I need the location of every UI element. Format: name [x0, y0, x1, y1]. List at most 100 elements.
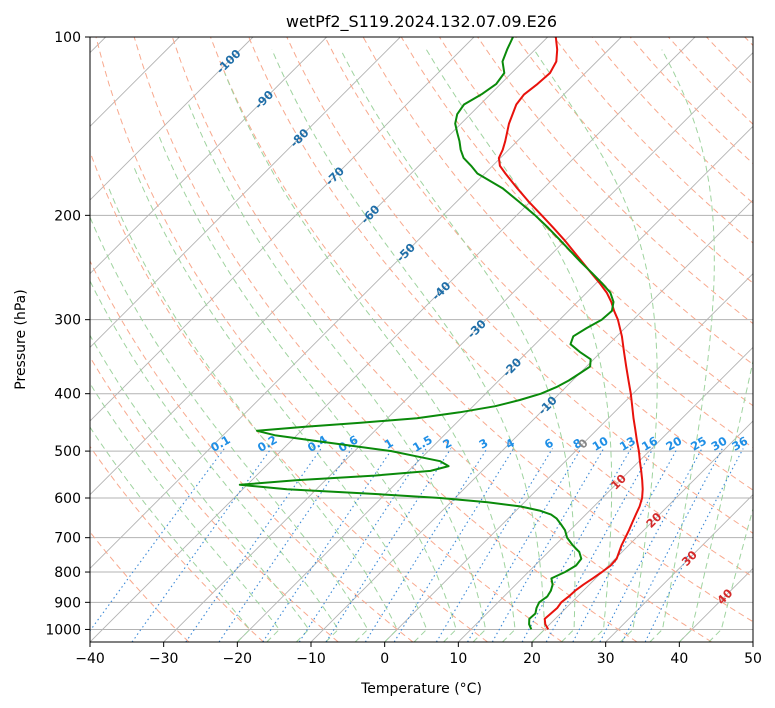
- isotherm-line: [90, 37, 548, 496]
- moist-adiabat-line: [90, 334, 310, 642]
- y-tick-label: 600: [54, 491, 81, 507]
- moist-adiabat-line: [90, 426, 251, 642]
- moist-adiabat-line: [271, 49, 546, 642]
- dry-adiabat-line: [133, 37, 638, 642]
- x-tick-label: 50: [744, 651, 762, 667]
- isotherm-line: [384, 273, 753, 642]
- x-tick-label: −30: [149, 651, 179, 667]
- mixing-ratio-line: [218, 448, 353, 642]
- sounding-series: [238, 37, 644, 630]
- mixing-ratio-label: 3: [476, 436, 490, 452]
- dry-adiabat-line: [286, 37, 753, 534]
- y-tick-label: 400: [54, 387, 81, 403]
- x-axis-ticks: −40 −30 −20 −10 0 10 20 30 40 50: [75, 642, 762, 667]
- y-tick-label: 700: [54, 531, 81, 547]
- x-tick-label: 0: [380, 651, 389, 667]
- dry-adiabat-line: [95, 37, 563, 642]
- mixing-ratio-line: [644, 448, 744, 642]
- x-tick-label: −20: [223, 651, 253, 667]
- isotherm-gridlines: [90, 37, 753, 642]
- x-tick-label: −40: [75, 651, 105, 667]
- mixing-ratio-label: 6: [542, 436, 556, 452]
- mixing-ratio-line: [521, 448, 632, 642]
- y-tick-label: 100: [54, 30, 81, 46]
- dry-adiabat-line: [90, 356, 339, 642]
- dry-adiabat-line: [90, 259, 414, 642]
- dry-adiabat-line: [90, 445, 264, 642]
- dry-adiabat-line: [248, 37, 753, 578]
- mixing-ratio-label: 16: [639, 434, 660, 454]
- isotherm-line: [458, 346, 753, 642]
- y-axis-ticks: 1000 900 800 700 600 500 400 300 200 100: [45, 30, 90, 638]
- isotherm-line: [90, 37, 254, 201]
- isotherm-line: [90, 37, 327, 275]
- x-tick-label: 40: [670, 651, 688, 667]
- isotherm-line: [605, 494, 753, 642]
- dry-adiabat-line: [744, 37, 753, 47]
- moist-adiabat-line: [708, 506, 753, 642]
- moist-adiabat-line: [90, 382, 281, 642]
- y-tick-label: 200: [54, 208, 81, 224]
- mixing-ratio-label: 20: [663, 434, 684, 454]
- dry-adiabats: [90, 37, 753, 642]
- isotherm-line: [90, 37, 696, 642]
- y-tick-label: 800: [54, 565, 81, 581]
- moist-adiabat-line: [90, 215, 369, 642]
- dry-adiabat-line: [668, 37, 753, 125]
- isotherm-line: [90, 37, 401, 348]
- mixing-ratio-line: [185, 448, 322, 642]
- mixing-ratio-label: 2: [440, 436, 454, 452]
- mixing-ratio-label: 30: [709, 434, 730, 454]
- mixing-ratio-line: [491, 448, 605, 642]
- plot-frame: [89, 36, 754, 643]
- moist-adiabat-line: [90, 279, 339, 642]
- isotherm-line: [237, 125, 753, 642]
- isotherm-line: [679, 567, 753, 642]
- dry-adiabat-line: [438, 37, 753, 366]
- mixing-ratio-line: [131, 448, 272, 642]
- dry-adiabat-line: [515, 37, 753, 284]
- moist-adiabats: [90, 49, 753, 642]
- x-tick-label: 20: [523, 651, 541, 667]
- mixing-ratio-line: [435, 448, 553, 642]
- moist-adiabat-line: [425, 49, 613, 642]
- dry-adiabat-line: [706, 37, 753, 86]
- dry-adiabat-line: [477, 37, 753, 325]
- dry-adiabat-line: [210, 37, 753, 623]
- moist-adiabat-line: [649, 49, 715, 642]
- mixing-ratio-label: 25: [688, 434, 709, 454]
- x-tick-label: 30: [597, 651, 615, 667]
- mixing-ratio-line: [621, 448, 723, 642]
- dewpoint-series-line: [238, 37, 615, 630]
- moist-adiabat-line: [533, 49, 658, 642]
- y-tick-label: 1000: [45, 622, 81, 638]
- x-tick-label: −10: [296, 651, 326, 667]
- mixing-ratio-line: [262, 448, 393, 642]
- temperature-series-line: [497, 37, 644, 630]
- y-tick-label: 900: [54, 595, 81, 611]
- isotherm-line: [90, 37, 475, 422]
- mixing-ratio-line: [364, 448, 488, 642]
- moist-adiabat-line: [678, 358, 753, 642]
- moist-adiabat-line: [108, 188, 398, 642]
- moist-adiabat-line: [188, 104, 487, 642]
- mixing-ratio-line: [393, 448, 515, 642]
- isotherm-line: [752, 641, 753, 642]
- mixing-ratio-label: 10: [590, 434, 611, 454]
- mixing-ratio-line: [325, 448, 452, 642]
- isotherm-line: [163, 52, 753, 642]
- moist-adiabat-line: [157, 132, 457, 642]
- y-tick-label: 500: [54, 444, 81, 460]
- mixing-ratio-line: [467, 448, 582, 642]
- dry-adiabat-line: [171, 37, 712, 642]
- isobar-gridlines: [90, 37, 753, 630]
- chart-title: wetPf2_S119.2024.132.07.09.E26: [286, 12, 557, 32]
- mixing-ratio-lines: [90, 448, 744, 642]
- mixing-ratio-label: 36: [729, 434, 750, 454]
- moist-adiabat-line: [224, 72, 516, 642]
- mixing-ratio-line: [90, 448, 225, 632]
- dry-adiabat-line: [553, 37, 753, 244]
- dry-adiabat-line: [324, 37, 753, 491]
